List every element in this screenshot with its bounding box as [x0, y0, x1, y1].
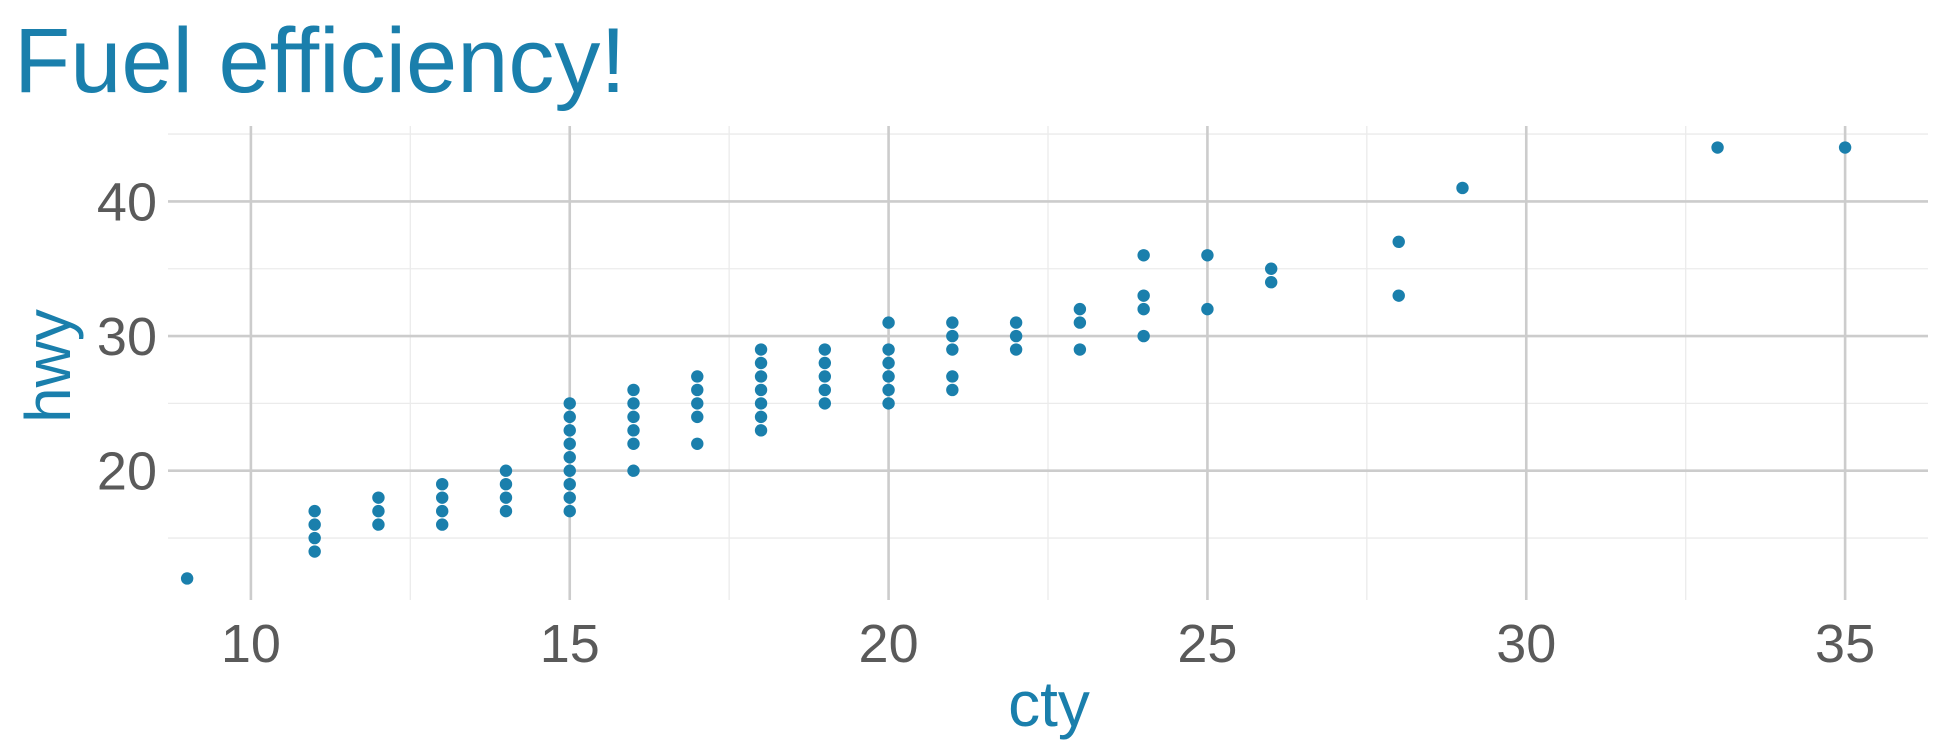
- data-point: [882, 316, 895, 329]
- data-point: [1264, 276, 1278, 289]
- data-point: [1137, 329, 1150, 343]
- data-point: [691, 437, 704, 450]
- data-point: [946, 383, 959, 397]
- data-point: [436, 491, 449, 504]
- chart-title: Fuel efficiency!: [14, 10, 626, 112]
- data-point: [499, 491, 513, 504]
- data-point: [499, 504, 513, 518]
- data-point: [1711, 141, 1724, 154]
- data-point: [754, 343, 768, 356]
- data-point: [818, 370, 832, 383]
- data-point: [1456, 181, 1469, 195]
- data-point: [1201, 249, 1214, 262]
- data-point: [627, 383, 640, 397]
- data-point: [946, 316, 959, 329]
- x-tick-label: 35: [1815, 614, 1875, 674]
- data-point: [563, 504, 576, 518]
- data-point: [754, 383, 768, 397]
- data-point: [627, 424, 640, 437]
- data-point: [372, 491, 385, 504]
- y-axis-tick-labels: 20 30 40: [97, 172, 157, 501]
- data-point: [818, 383, 832, 397]
- data-point: [1073, 343, 1087, 356]
- data-point: [1264, 262, 1278, 275]
- data-point: [1838, 141, 1852, 154]
- data-point: [308, 518, 321, 531]
- data-point: [1073, 316, 1087, 329]
- data-point: [436, 477, 449, 491]
- x-axis-title: cty: [1008, 668, 1090, 740]
- y-tick-label: 30: [97, 307, 157, 367]
- data-point: [499, 464, 513, 477]
- data-point: [882, 370, 895, 383]
- data-point: [372, 504, 385, 518]
- data-point: [691, 410, 704, 424]
- data-point: [563, 451, 576, 464]
- data-point: [754, 356, 768, 370]
- y-tick-label: 40: [97, 172, 157, 232]
- data-point: [1137, 302, 1150, 316]
- data-point: [436, 504, 449, 518]
- data-point: [627, 464, 640, 477]
- data-point: [818, 356, 832, 370]
- data-point: [691, 383, 704, 397]
- data-point: [818, 343, 832, 356]
- data-point: [627, 437, 640, 450]
- y-axis-title: hwy: [12, 309, 84, 423]
- major-gridlines: [168, 126, 1928, 600]
- data-point: [1137, 289, 1150, 302]
- data-point: [1392, 289, 1405, 302]
- x-tick-label: 20: [859, 614, 919, 674]
- data-points: [180, 141, 1852, 585]
- data-point: [754, 424, 768, 437]
- data-point: [1009, 343, 1023, 356]
- data-point: [691, 370, 704, 383]
- data-point: [946, 343, 959, 356]
- x-tick-label: 25: [1177, 614, 1237, 674]
- data-point: [436, 518, 449, 531]
- data-point: [1073, 302, 1087, 316]
- data-point: [882, 343, 895, 356]
- data-point: [691, 397, 704, 410]
- x-axis-tick-labels: 10 15 20 25 30 35: [221, 614, 1875, 674]
- data-point: [1009, 329, 1023, 343]
- data-point: [882, 383, 895, 397]
- data-point: [563, 424, 576, 437]
- data-point: [563, 464, 576, 477]
- data-point: [1201, 302, 1214, 316]
- data-point: [499, 477, 513, 491]
- data-point: [308, 504, 321, 518]
- data-point: [1009, 316, 1023, 329]
- x-tick-label: 30: [1496, 614, 1556, 674]
- data-point: [882, 397, 895, 410]
- data-point: [308, 545, 321, 558]
- data-point: [882, 356, 895, 370]
- data-point: [754, 370, 768, 383]
- data-point: [372, 518, 385, 531]
- data-point: [818, 397, 832, 410]
- x-tick-label: 15: [540, 614, 600, 674]
- data-point: [754, 397, 768, 410]
- data-point: [563, 397, 576, 410]
- y-tick-label: 20: [97, 442, 157, 502]
- data-point: [946, 329, 959, 343]
- data-point: [180, 572, 194, 585]
- data-point: [563, 491, 576, 504]
- data-point: [946, 370, 959, 383]
- data-point: [1137, 249, 1150, 262]
- x-tick-label: 10: [221, 614, 281, 674]
- data-point: [563, 410, 576, 424]
- data-point: [627, 397, 640, 410]
- data-point: [627, 410, 640, 424]
- data-point: [754, 410, 768, 424]
- data-point: [563, 477, 576, 491]
- data-point: [308, 531, 321, 545]
- data-point: [1392, 235, 1405, 249]
- data-point: [563, 437, 576, 450]
- minor-gridlines: [168, 126, 1928, 600]
